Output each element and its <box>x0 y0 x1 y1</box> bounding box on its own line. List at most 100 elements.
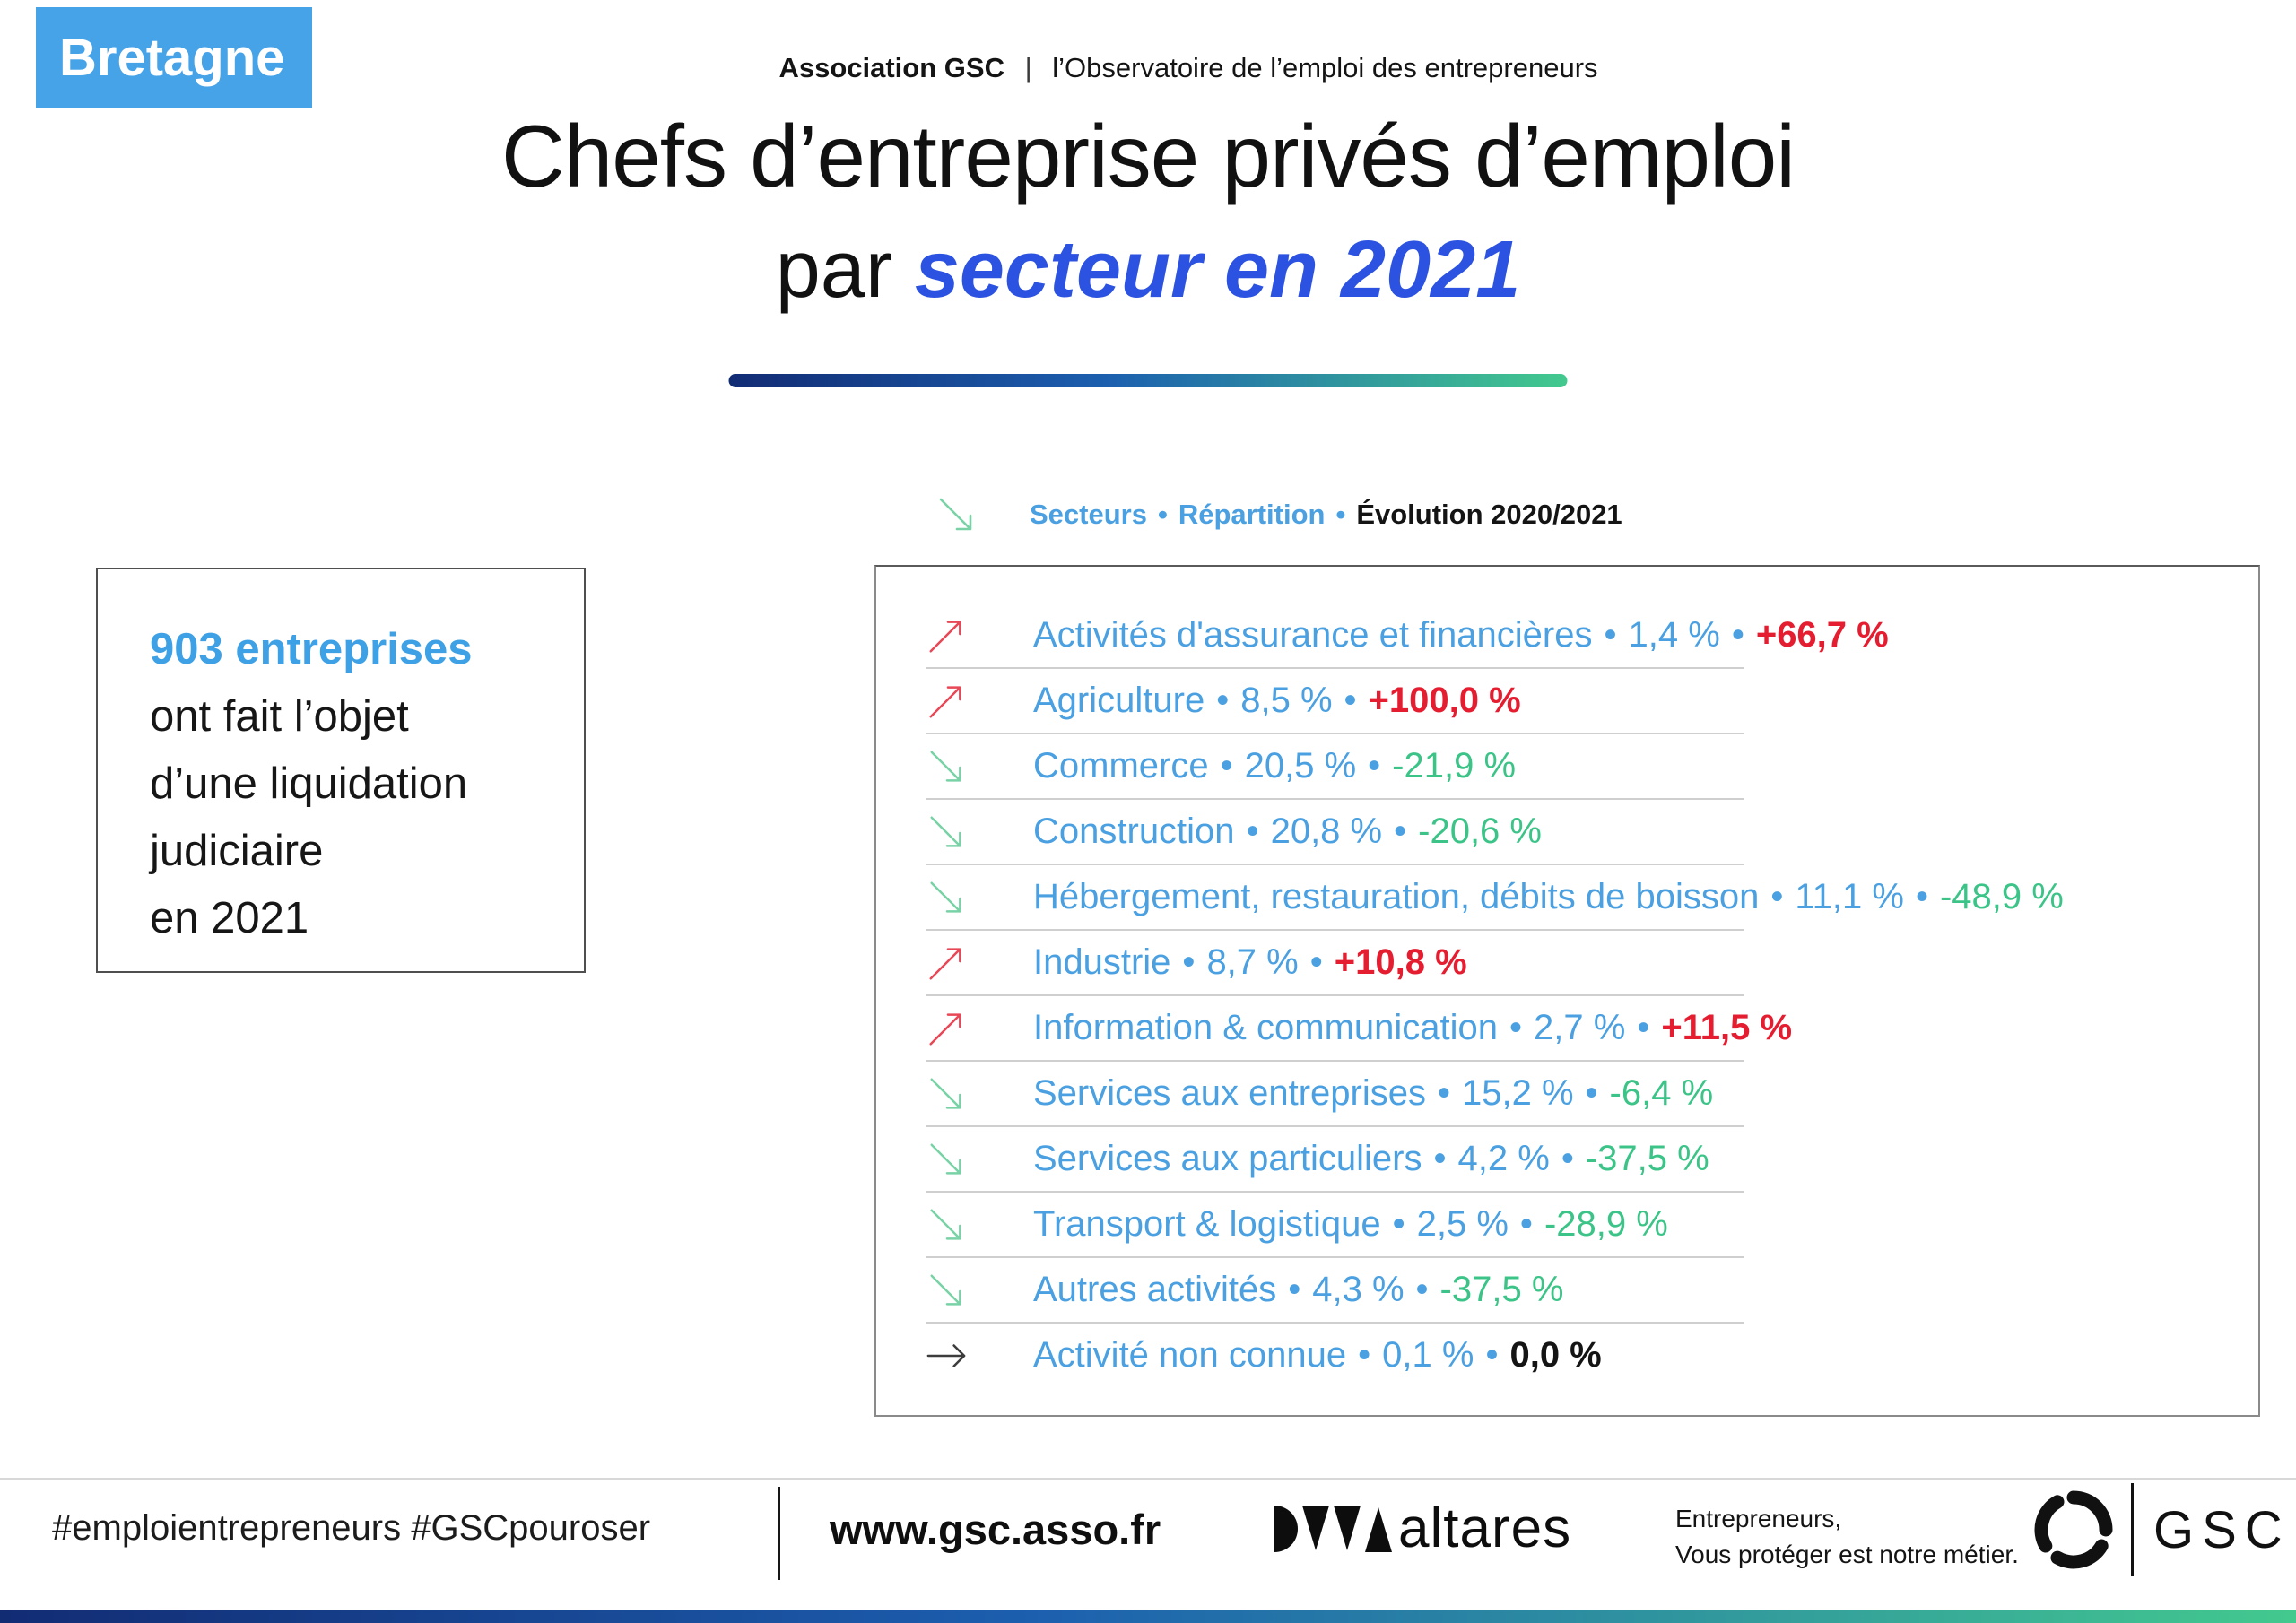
sector-row: Activités d'assurance et financières • 1,4… <box>926 603 2258 669</box>
row-bullet: • <box>1485 1335 1499 1375</box>
header: Association GSC | l’Observatoire de l’em… <box>778 52 1597 84</box>
up-trend-arrow-icon <box>929 1012 961 1045</box>
sector-evolution: +11,5 % <box>1661 1008 1793 1047</box>
row-bullet: • <box>1288 1270 1301 1309</box>
sector-name: Transport & logistique <box>1033 1204 1381 1244</box>
row-bullet: • <box>1246 812 1259 851</box>
sector-row: Industrie • 8,7 % • +10,8 % <box>926 930 2258 996</box>
stat-line: judiciaire <box>150 827 324 875</box>
sector-share: 20,8 % <box>1270 812 1383 851</box>
sector-share: 4,3 % <box>1312 1270 1405 1309</box>
altares-glyph-a <box>1302 1506 1329 1550</box>
trend-arrow-cell <box>926 1139 1033 1180</box>
down-trend-arrow-icon <box>930 815 961 847</box>
sector-row-text: Commerce • 20,5 % • -21,9 % <box>1033 746 1516 786</box>
sector-row: Activité non connue • 0,1 % • 0,0 % <box>926 1323 2258 1388</box>
sector-row: Services aux particuliers • 4,2 % • -37,5 % <box>926 1126 2258 1193</box>
footer-hashtags: #emploientrepreneurs #GSCpouroser <box>52 1508 651 1548</box>
sector-row-text: Transport & logistique • 2,5 % • -28,9 % <box>1033 1204 1668 1245</box>
sector-evolution: +100,0 % <box>1368 681 1521 720</box>
row-bullet: • <box>1220 746 1233 785</box>
sector-row-text: Activité non connue • 0,1 % • 0,0 % <box>1033 1335 1602 1376</box>
sector-row-text: Services aux entreprises • 15,2 % • -6,4 % <box>1033 1073 1713 1114</box>
gsc-logo: GSC <box>2029 1483 2291 1576</box>
row-bullet: • <box>1368 746 1381 785</box>
stat-box: 903 entreprises ont fait l’objet d’une l… <box>96 568 586 973</box>
row-bullet: • <box>1358 1335 1371 1375</box>
down-trend-arrow-icon <box>930 750 961 782</box>
up-trend-arrow-icon <box>929 947 961 979</box>
gsc-logo-divider <box>2131 1483 2134 1576</box>
sector-row-text: Agriculture • 8,5 % • +100,0 % <box>1033 681 1521 721</box>
sector-row: Construction • 20,8 % • -20,6 % <box>926 799 2258 865</box>
trend-arrow-cell <box>926 1204 1033 1245</box>
altares-glyph-a2 <box>1365 1507 1392 1552</box>
header-org: Association GSC <box>778 52 1004 83</box>
row-bullet: • <box>1561 1139 1574 1178</box>
row-bullet: • <box>1433 1139 1447 1178</box>
row-bullet: • <box>1392 1204 1405 1244</box>
sector-share: 4,2 % <box>1457 1139 1550 1178</box>
down-trend-arrow-icon <box>930 1077 961 1109</box>
page-title-line1: Chefs d’entreprise privés d’emploi <box>500 107 1796 205</box>
region-badge-label: Bretagne <box>59 28 285 87</box>
footer-website: www.gsc.asso.fr <box>830 1506 1161 1553</box>
altares-wordmark: altares <box>1398 1497 1572 1559</box>
legend-text: Secteurs • Répartition • Évolution 2020/2021 <box>1030 499 1622 531</box>
sector-row: Autres activités • 4,3 % • -37,5 % <box>926 1257 2258 1324</box>
sector-row: Services aux entreprises • 15,2 % • -6,4 % <box>926 1061 2258 1127</box>
down-trend-arrow-icon <box>939 498 972 531</box>
row-bullet: • <box>1437 1073 1450 1113</box>
gsc-tagline: Entrepreneurs, Vous protéger est notre m… <box>1675 1501 2019 1573</box>
sector-name: Agriculture <box>1033 681 1205 720</box>
legend-col-share: Répartition <box>1178 499 1326 530</box>
header-observatory: l’Observatoire de l’emploi des entrepren… <box>1052 52 1598 83</box>
sector-name: Commerce <box>1033 746 1209 785</box>
sector-row: Information & communication • 2,7 % • +11,5 … <box>926 995 2258 1062</box>
legend-bullet: • <box>1157 499 1168 530</box>
sector-evolution: +66,7 % <box>1755 615 1889 655</box>
sector-row-text: Information & communication • 2,7 % • +11,5 … <box>1033 1008 1792 1048</box>
row-bullet: • <box>1216 681 1230 720</box>
sector-table: Activités d'assurance et financières • 1,4… <box>874 565 2260 1417</box>
sector-row: Commerce • 20,5 % • -21,9 % <box>926 733 2258 800</box>
sector-row: Transport & logistique • 2,5 % • -28,9 % <box>926 1192 2258 1258</box>
sector-row-text: Autres activités • 4,3 % • -37,5 % <box>1033 1270 1563 1310</box>
trend-arrow-cell <box>926 1270 1033 1311</box>
header-separator: | <box>1024 52 1032 83</box>
down-trend-arrow-icon <box>930 1273 961 1306</box>
altares-data-glyphs-icon <box>1274 1506 1392 1552</box>
sector-evolution: -37,5 % <box>1585 1139 1709 1178</box>
sector-list: Activités d'assurance et financières • 1,4… <box>876 567 2258 1388</box>
sector-share: 20,5 % <box>1244 746 1357 785</box>
footer-divider-rule <box>0 1478 2296 1480</box>
trend-arrow-cell <box>926 1335 1033 1376</box>
altares-logo: altares <box>1274 1501 1571 1557</box>
sector-row-text: Industrie • 8,7 % • +10,8 % <box>1033 942 1467 983</box>
trend-arrow-cell <box>926 1008 1033 1049</box>
region-badge: Bretagne <box>36 7 312 108</box>
sector-evolution: 0,0 % <box>1509 1335 1602 1375</box>
gsc-tagline-line1: Entrepreneurs, <box>1675 1505 1842 1532</box>
trend-arrow-cell <box>926 942 1033 984</box>
sector-share: 2,5 % <box>1416 1204 1509 1244</box>
bottom-gradient-bar <box>0 1610 2296 1623</box>
sector-row-text: Hébergement, restauration, débits de boi… <box>1033 877 2064 917</box>
page-title-line2: par secteur en 2021 <box>0 224 2296 317</box>
sector-row-text: Activités d'assurance et financières • 1,4… <box>1033 615 1889 655</box>
footer-vertical-divider <box>778 1487 780 1580</box>
sector-share: 8,5 % <box>1240 681 1333 720</box>
down-trend-arrow-icon <box>930 1208 961 1240</box>
sector-share: 1,4 % <box>1628 615 1720 655</box>
row-bullet: • <box>1182 942 1196 982</box>
sector-share: 0,1 % <box>1382 1335 1474 1375</box>
row-bullet: • <box>1394 812 1407 851</box>
gsc-tagline-line2: Vous protéger est notre métier. <box>1675 1541 2019 1568</box>
sector-evolution: +10,8 % <box>1334 942 1467 982</box>
down-trend-arrow-icon <box>930 1142 961 1175</box>
sector-name: Services aux particuliers <box>1033 1139 1422 1178</box>
sector-evolution: -20,6 % <box>1418 812 1542 851</box>
legend-col-evolution: Évolution 2020/2021 <box>1356 499 1622 530</box>
legend: Secteurs • Répartition • Évolution 2020/2021 <box>935 493 1622 536</box>
